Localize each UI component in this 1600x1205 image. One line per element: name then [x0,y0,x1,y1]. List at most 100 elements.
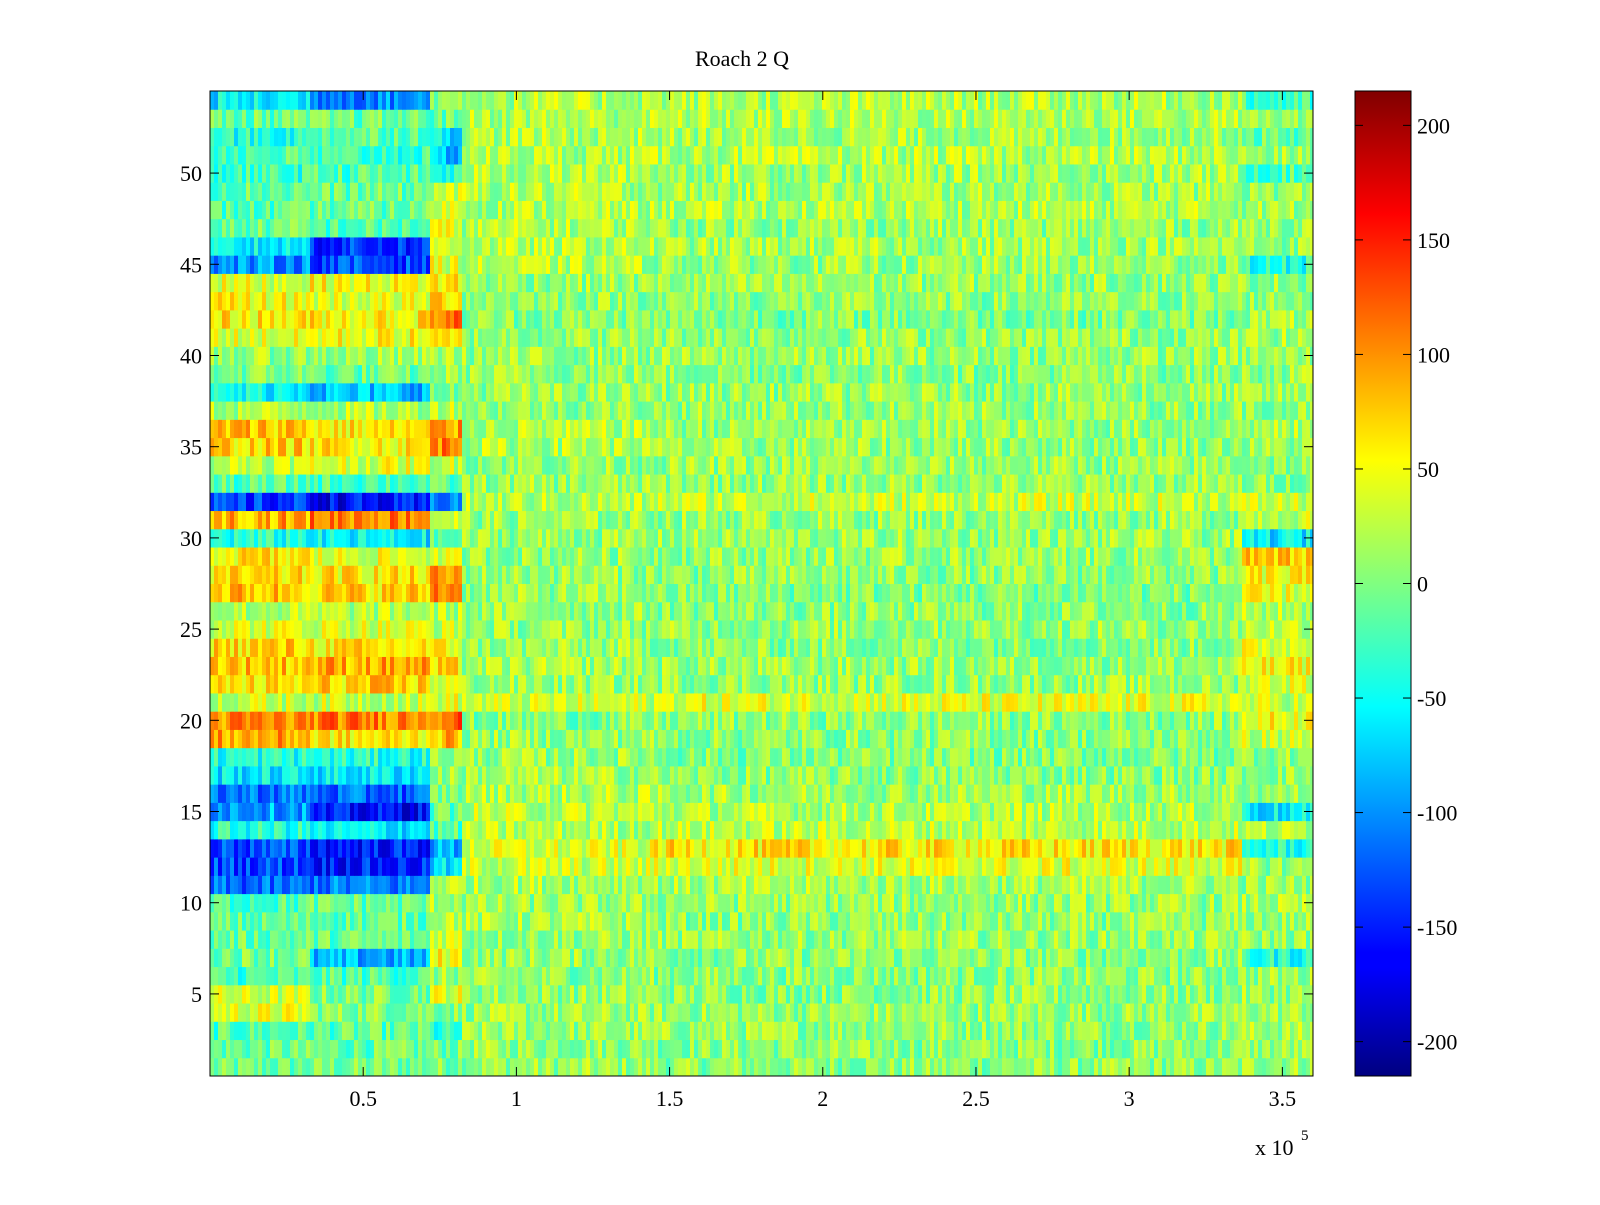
heat-cell [594,930,599,949]
heat-cell [290,948,295,968]
heat-cell [574,857,579,876]
heat-cell [530,747,535,767]
heat-cell [1182,1057,1187,1077]
heat-cell [1154,1021,1159,1041]
heat-cell [346,966,351,986]
heat-cell [982,747,987,767]
heat-cell [270,1057,275,1077]
heat-cell [566,1057,571,1077]
heat-cell [462,820,467,840]
heat-cell [686,1003,691,1022]
heat-cell [1258,765,1263,785]
heat-cell [910,984,915,1004]
heat-cell [1006,1039,1011,1059]
heat-cell [810,875,815,895]
heat-cell [1222,857,1227,876]
heat-cell [366,820,371,840]
heat-cell [822,911,827,931]
heat-cell [1082,1003,1087,1022]
heat-cell [814,1039,819,1059]
heat-cell [694,1057,699,1077]
heat-cell [1250,948,1255,968]
heat-cell [1122,838,1127,858]
heat-cell [1286,857,1291,876]
heat-cell [1110,966,1115,986]
heat-cell [454,948,459,968]
heat-cell [358,857,363,876]
heat-cell [1010,966,1015,986]
heat-cell [234,857,239,876]
heat-cell [1050,802,1055,822]
heat-cell [1190,857,1195,876]
heat-cell [478,784,483,803]
heat-cell [490,820,495,840]
heat-cell [426,784,431,803]
heat-cell [730,984,735,1004]
heat-cell [998,820,1003,840]
heat-cell [326,857,331,876]
heat-cell [998,1039,1003,1059]
heat-cell [1066,1057,1071,1077]
heat-cell [242,911,247,931]
heat-cell [790,948,795,968]
heat-cell [298,1057,303,1077]
heat-cell [322,930,327,949]
heat-cell [406,1003,411,1022]
heat-cell [342,820,347,840]
heat-cell [730,838,735,858]
heat-cell [234,765,239,785]
heat-cell [878,930,883,949]
heat-cell [618,893,623,913]
heat-cell [1306,1003,1311,1022]
heat-cell [1058,1039,1063,1059]
heat-cell [342,784,347,803]
heat-cell [650,747,655,767]
heat-cell [706,893,711,913]
heat-cell [390,893,395,913]
heat-cell [666,1003,671,1022]
heat-cell [890,802,895,822]
heat-cell [986,966,991,986]
heat-cell [618,838,623,858]
heat-cell [790,857,795,876]
heat-cell [562,893,567,913]
heat-cell [1118,1021,1123,1041]
heat-cell [1114,930,1119,949]
heat-cell [454,1057,459,1077]
heat-cell [1242,1021,1247,1041]
heat-cell [1290,1039,1295,1059]
heat-cell [582,1057,587,1077]
heat-cell [738,875,743,895]
heat-cell [858,911,863,931]
heat-cell [870,1039,875,1059]
heat-cell [350,784,355,803]
heat-cell [570,1003,575,1022]
heat-cell [338,911,343,931]
heat-cell [1246,911,1251,931]
heat-cell [1146,857,1151,876]
heat-cell [1310,875,1313,895]
heat-cell [818,966,823,986]
heat-cell [1038,911,1043,931]
heat-cell [1126,747,1131,767]
heat-cell [838,984,843,1004]
heat-cell [1182,966,1187,986]
heat-cell [730,893,735,913]
heat-cell [614,875,619,895]
heat-cell [766,1021,771,1041]
heat-cell [606,765,611,785]
heat-cell [834,893,839,913]
heat-cell [258,1021,263,1041]
heat-cell [394,747,399,767]
heat-cell [1114,1021,1119,1041]
heat-cell [482,1021,487,1041]
heat-cell [1078,857,1083,876]
heat-cell [1106,948,1111,968]
heat-cell [1038,1057,1043,1077]
heat-cell [1158,930,1163,949]
heat-cell [1126,857,1131,876]
heat-cell [630,911,635,931]
heat-cell [966,838,971,858]
heat-cell [274,747,279,767]
heat-cell [578,893,583,913]
